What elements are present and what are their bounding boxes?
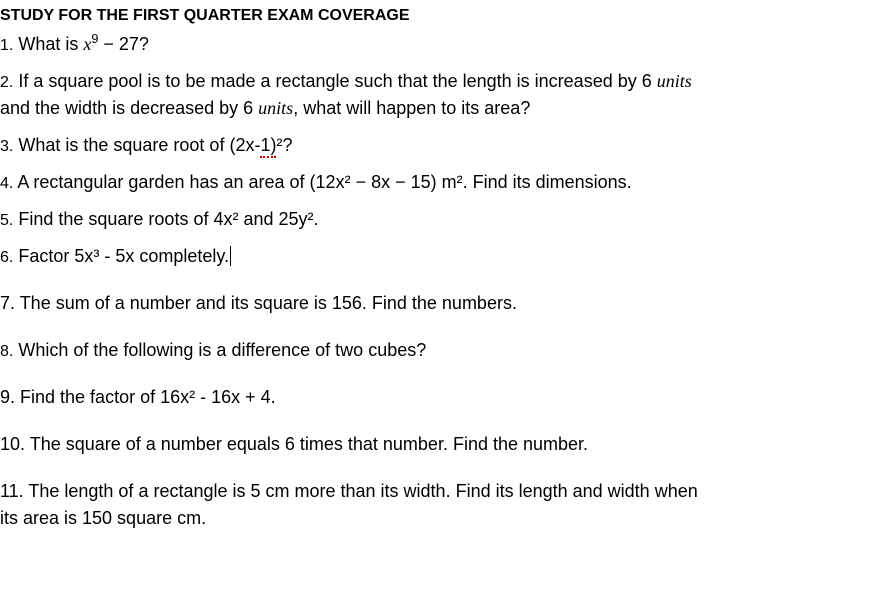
question-10: 10. The square of a number equals 6 time… — [0, 431, 895, 458]
question-number: 3. — [0, 138, 13, 155]
question-number: 7. — [0, 293, 15, 313]
question-number: 9. — [0, 387, 15, 407]
question-text: The square of a number equals 6 times th… — [25, 434, 588, 454]
question-6: 6. Factor 5x³ - 5x completely. — [0, 243, 895, 270]
question-number: 1. — [0, 37, 13, 54]
question-text: Factor 5x³ - 5x completely. — [13, 246, 229, 266]
spellcheck-underline: 1) — [260, 135, 276, 158]
question-7: 7. The sum of a number and its square is… — [0, 290, 895, 317]
question-1: 1. What is x9 − 27? — [0, 30, 895, 58]
question-text: its area is 150 square cm. — [0, 508, 206, 528]
question-3: 3. What is the square root of (2x-1)²? — [0, 132, 895, 159]
italic-text: units — [258, 98, 293, 118]
question-text: What is the square root of (2x- — [13, 135, 260, 155]
question-number: 6. — [0, 249, 13, 266]
question-11: 11. The length of a rectangle is 5 cm mo… — [0, 478, 895, 532]
document-title: STUDY FOR THE FIRST QUARTER EXAM COVERAG… — [0, 4, 895, 28]
question-text: and the width is decreased by 6 — [0, 98, 258, 118]
question-text: Find the square roots of 4x² and 25y². — [13, 209, 318, 229]
question-text: , what will happen to its area? — [293, 98, 530, 118]
italic-text: units — [657, 71, 692, 91]
question-number: 11. — [0, 481, 24, 501]
question-4: 4. A rectangular garden has an area of (… — [0, 169, 895, 196]
question-number: 10. — [0, 434, 25, 454]
question-text: Which of the following is a difference o… — [13, 340, 426, 360]
question-number: 8. — [0, 343, 13, 360]
question-text: Find the factor of 16x² - 16x + 4. — [15, 387, 276, 407]
question-text: The length of a rectangle is 5 cm more t… — [24, 481, 698, 501]
question-text: ²? — [276, 135, 292, 155]
question-2: 2. If a square pool is to be made a rect… — [0, 68, 895, 122]
question-9: 9. Find the factor of 16x² - 16x + 4. — [0, 384, 895, 411]
question-5: 5. Find the square roots of 4x² and 25y²… — [0, 206, 895, 233]
question-number: 4. — [0, 175, 13, 192]
question-text: If a square pool is to be made a rectang… — [13, 71, 656, 91]
question-text: − 27? — [98, 34, 149, 54]
text-cursor — [230, 246, 231, 266]
question-number: 5. — [0, 212, 13, 229]
question-8: 8. Which of the following is a differenc… — [0, 337, 895, 364]
question-text: The sum of a number and its square is 15… — [15, 293, 517, 313]
question-number: 2. — [0, 74, 13, 91]
question-text: A rectangular garden has an area of (12x… — [13, 172, 631, 192]
question-text: What is — [13, 34, 83, 54]
